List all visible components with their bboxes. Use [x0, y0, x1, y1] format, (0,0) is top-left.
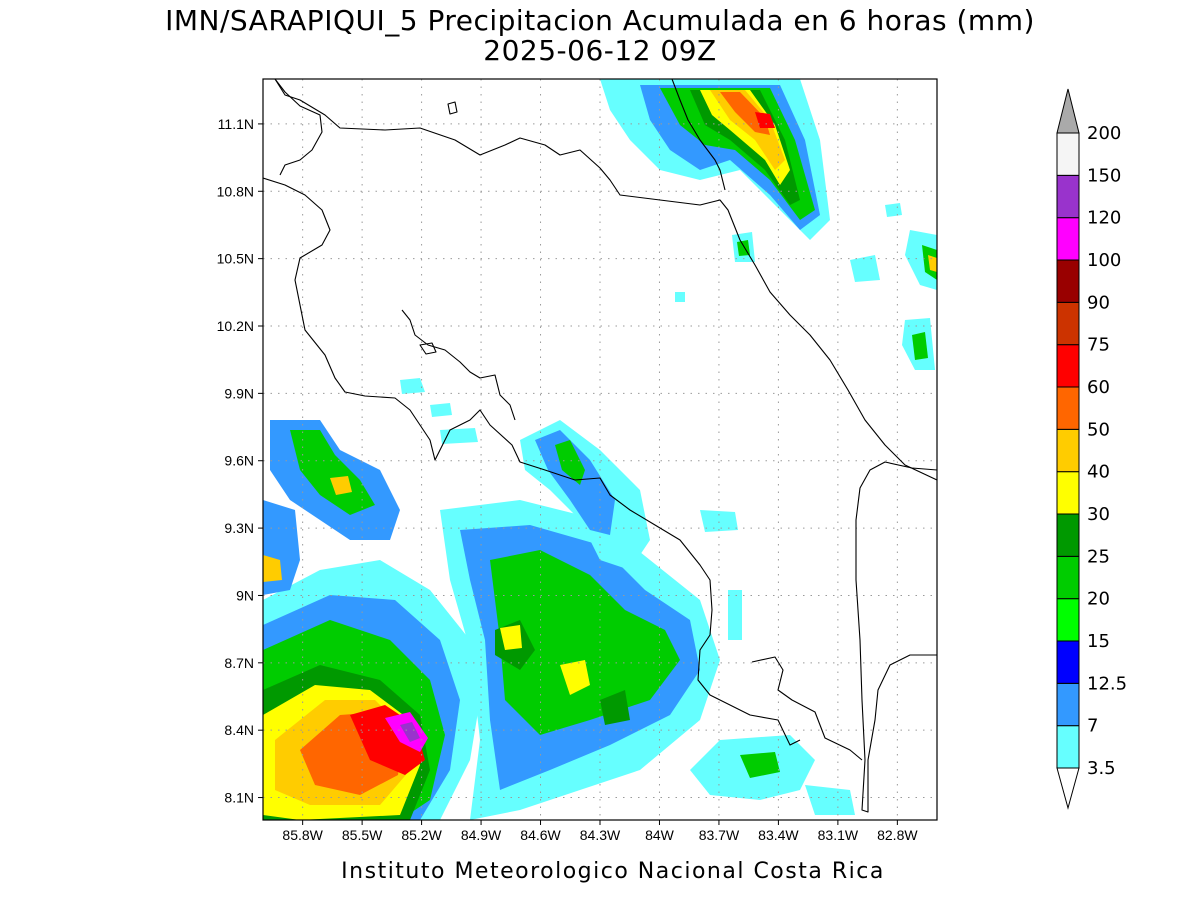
- lon-tick-label: 85.2W: [401, 827, 442, 843]
- colorbar-label: 150: [1087, 165, 1121, 186]
- colorbar-swatch: [1056, 344, 1080, 388]
- rain-area: [555, 440, 585, 485]
- credit-text: Instituto Meteorologico Nacional Costa R…: [341, 859, 885, 884]
- rain-area: [290, 430, 375, 515]
- lon-tick-label: 85.5W: [342, 827, 383, 843]
- lon-tick-label: 84.6W: [520, 827, 561, 843]
- lon-tick-label: 84.3W: [580, 827, 621, 843]
- chart-title: IMN/SARAPIQUI_5 Precipitacion Acumulada …: [165, 4, 1035, 37]
- colorbar-label: 90: [1087, 292, 1110, 313]
- colorbar-swatch: [1056, 386, 1080, 430]
- lon-tick-label: 82.8W: [877, 827, 918, 843]
- rain-area: [912, 332, 928, 360]
- rain-area: [430, 403, 452, 417]
- lat-tick-label: 9.3N: [224, 520, 254, 536]
- lat-tick-label: 10.5N: [217, 251, 254, 267]
- rain-area: [600, 690, 630, 725]
- lat-tick-label: 9.6N: [224, 453, 254, 469]
- rain-area: [850, 255, 880, 282]
- colorbar-swatch: [1056, 725, 1080, 769]
- lon-tick-label: 83.1W: [818, 827, 859, 843]
- colorbar-label: 40: [1087, 462, 1110, 483]
- colorbar-label: 200: [1087, 123, 1121, 144]
- lat-tick-label: 9N: [236, 587, 254, 603]
- colorbar-swatch: [1056, 471, 1080, 515]
- rain-area: [700, 90, 790, 185]
- colorbar-label: 75: [1087, 335, 1110, 356]
- rain-area: [535, 430, 615, 535]
- lon-tick-label: 84.9W: [461, 827, 502, 843]
- colorbar-swatch: [1056, 682, 1080, 727]
- rain-area: [660, 88, 815, 220]
- lat-tick-label: 11.1N: [218, 116, 254, 132]
- colorbar-over-triangle: [1056, 88, 1080, 134]
- lat-tick-label: 9.9N: [224, 385, 254, 401]
- rain-area: [700, 510, 738, 532]
- rain-area: [440, 428, 478, 444]
- colorbar-swatch: [1056, 513, 1080, 557]
- coastline: [263, 79, 937, 813]
- rain-area: [928, 255, 937, 272]
- colorbar-swatch: [1056, 301, 1080, 346]
- rain-area: [500, 625, 522, 650]
- rain-area: [490, 550, 680, 735]
- rain-area: [330, 476, 352, 495]
- lat-tick-label: 8.7N: [224, 655, 254, 671]
- lon-tick-label: 83.7W: [699, 827, 740, 843]
- chart-subtitle: 2025-06-12 09Z: [483, 34, 716, 67]
- rain-area: [885, 203, 902, 217]
- colorbar-swatch: [1056, 428, 1080, 473]
- precipitation-field: [263, 79, 937, 820]
- colorbar: 3.5 7 12.5 15 20 25 30 40 50 60 75 90 100 120 150 200: [1056, 88, 1127, 810]
- colorbar-swatch: [1056, 555, 1080, 600]
- rain-area: [400, 378, 425, 394]
- lat-tick-label: 10.8N: [217, 183, 254, 199]
- rain-area: [905, 230, 937, 290]
- colorbar-swatch: [1056, 174, 1080, 219]
- colorbar-swatch: [1056, 640, 1080, 684]
- lon-tick-label: 84W: [645, 827, 675, 843]
- colorbar-swatch: [1056, 598, 1080, 642]
- colorbar-label: 30: [1087, 504, 1110, 525]
- rain-area: [263, 555, 282, 582]
- rain-area: [560, 660, 590, 695]
- rain-area: [710, 90, 785, 170]
- map-panel: [262, 78, 938, 821]
- lat-tick-label: 8.1N: [224, 790, 254, 806]
- rain-area: [740, 752, 780, 778]
- lon-tick-label: 83.4W: [758, 827, 799, 843]
- rain-area: [755, 112, 775, 128]
- colorbar-label: 120: [1087, 208, 1121, 229]
- latitude-tick-labels: 11.1N 10.8N 10.5N 10.2N 9.9N 9.6N 9.3N 9N 8.7N 8.…: [217, 116, 263, 806]
- colorbar-label: 20: [1087, 589, 1110, 610]
- rain-area: [400, 722, 420, 742]
- colorbar-under-triangle: [1056, 767, 1080, 810]
- colorbar-swatch: [1056, 132, 1080, 176]
- lon-tick-label: 85.8W: [282, 827, 323, 843]
- colorbar-label: 3.5: [1087, 758, 1116, 779]
- colorbar-label: 50: [1087, 419, 1110, 440]
- lat-tick-label: 8.4N: [224, 722, 254, 738]
- colorbar-label: 100: [1087, 250, 1121, 271]
- longitude-tick-labels: 85.8W 85.5W 85.2W 84.9W 84.6W 84.3W 84W 83.7W 83…: [282, 820, 918, 843]
- lat-tick-label: 10.2N: [217, 318, 254, 334]
- colorbar-swatch: [1056, 217, 1080, 261]
- colorbar-label: 60: [1087, 377, 1110, 398]
- colorbar-label: 15: [1087, 631, 1110, 652]
- colorbar-label: 12.5: [1087, 673, 1127, 694]
- rain-area: [675, 292, 685, 302]
- colorbar-label: 7: [1087, 716, 1098, 737]
- colorbar-swatch: [1056, 259, 1080, 303]
- rain-area: [720, 92, 770, 135]
- rain-area: [805, 785, 855, 815]
- rain-area: [728, 590, 742, 640]
- colorbar-label: 25: [1087, 546, 1110, 567]
